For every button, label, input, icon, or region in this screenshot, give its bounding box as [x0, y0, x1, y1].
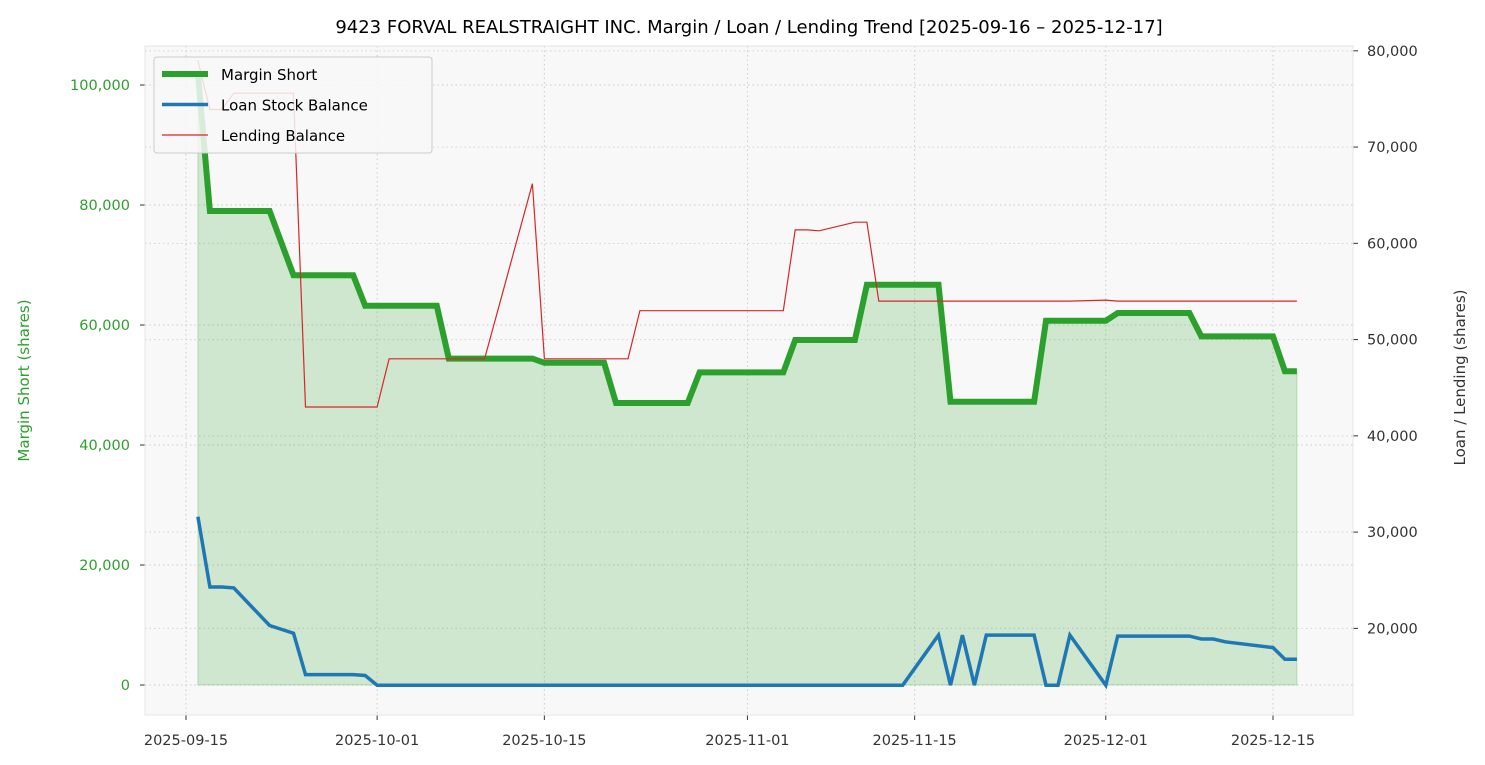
- y-left-tick-label: 60,000: [79, 318, 130, 334]
- y-right-tick-label: 40,000: [1367, 429, 1418, 445]
- y-left-tick-label: 40,000: [79, 438, 130, 454]
- x-tick-label: 2025-09-15: [144, 733, 228, 749]
- y-right-tick-label: 30,000: [1367, 525, 1418, 541]
- y-right-tick-label: 70,000: [1367, 140, 1418, 156]
- loan-stock-balance-line: [196, 516, 1297, 690]
- legend-box: [153, 56, 433, 154]
- x-tick-label: 2025-12-15: [1231, 733, 1315, 749]
- lending-balance-line: [197, 60, 1297, 408]
- x-tick-label: 2025-12-01: [1064, 733, 1148, 749]
- x-tick-label: 2025-10-15: [502, 733, 586, 749]
- x-tick-label: 2025-11-15: [873, 733, 957, 749]
- legend-label: Loan Stock Balance: [221, 97, 368, 115]
- x-tick-label: 2025-11-01: [705, 733, 789, 749]
- y-axis-left-label: Margin Short (shares): [15, 299, 33, 461]
- legend-label: Margin Short: [221, 66, 317, 84]
- y-left-tick-label: 80,000: [79, 198, 130, 214]
- axes: 2025-09-15 2025-10-01 2025-10-15 2025-11-01…: [70, 44, 1418, 749]
- y-left-tick-label: 100,000: [70, 78, 130, 94]
- y-right-tick-label: 50,000: [1367, 333, 1418, 349]
- y-left-tick-label: 20,000: [79, 558, 130, 574]
- y-right-tick-label: 80,000: [1367, 44, 1418, 60]
- legend[interactable]: Margin Short Loan Stock Balance Lending Ba…: [153, 56, 433, 154]
- x-tick-label: 2025-10-01: [335, 733, 419, 749]
- y-right-tick-label: 20,000: [1367, 621, 1418, 637]
- y-axis-right-label: Loan / Lending (shares): [1451, 290, 1469, 466]
- y-left-tick-label: 0: [121, 678, 130, 694]
- y-right-tick-label: 60,000: [1367, 236, 1418, 252]
- chart-title: 9423 FORVAL REALSTRAIGHT INC. Margin / L…: [335, 17, 1162, 38]
- margin-short-line: [194, 72, 1297, 406]
- series-layer: [194, 60, 1297, 690]
- legend-label: Lending Balance: [221, 127, 345, 145]
- plot-frame: [144, 45, 1354, 716]
- plot-area: [145, 46, 1353, 715]
